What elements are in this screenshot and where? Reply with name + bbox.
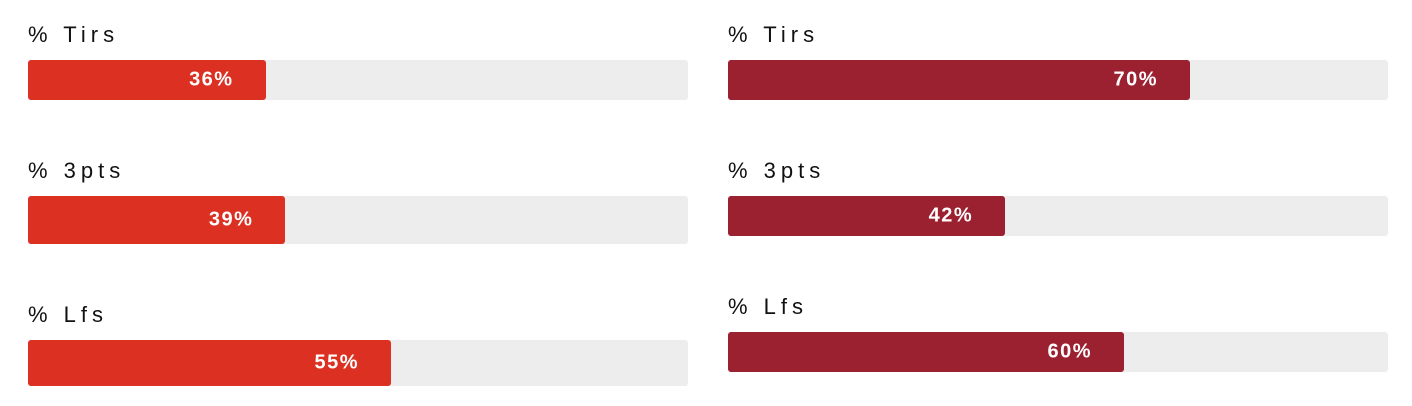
bar-value-label: 42% <box>928 204 974 227</box>
bar-track: 39% <box>28 196 688 244</box>
bar-track: 55% <box>28 340 688 386</box>
bar-fill: 42% <box>728 196 1006 236</box>
bar-value-label: 36% <box>189 68 234 91</box>
stat-label: % 3pts <box>728 158 826 183</box>
bar-track: 60% <box>728 332 1388 372</box>
stat-label: % Tirs <box>28 22 120 47</box>
stat-label: % Tirs <box>728 22 820 47</box>
bar-fill: 55% <box>28 340 391 386</box>
bar-fill: 60% <box>728 332 1124 372</box>
bar-fill: 36% <box>28 60 266 100</box>
stat-label: % 3pts <box>28 158 126 183</box>
bar-value-label: 39% <box>208 208 254 231</box>
stat-label: % Lfs <box>728 294 809 319</box>
bar-value-label: 60% <box>1047 340 1092 363</box>
bar-fill: 39% <box>28 196 286 244</box>
bar-track: 36% <box>28 60 688 100</box>
bar-fill: 70% <box>728 60 1190 100</box>
bar-track: 42% <box>728 196 1388 236</box>
stat-label: % Lfs <box>28 302 109 327</box>
bar-track: 70% <box>728 60 1388 100</box>
bar-value-label: 55% <box>314 351 359 374</box>
bar-value-label: 70% <box>1113 68 1158 91</box>
